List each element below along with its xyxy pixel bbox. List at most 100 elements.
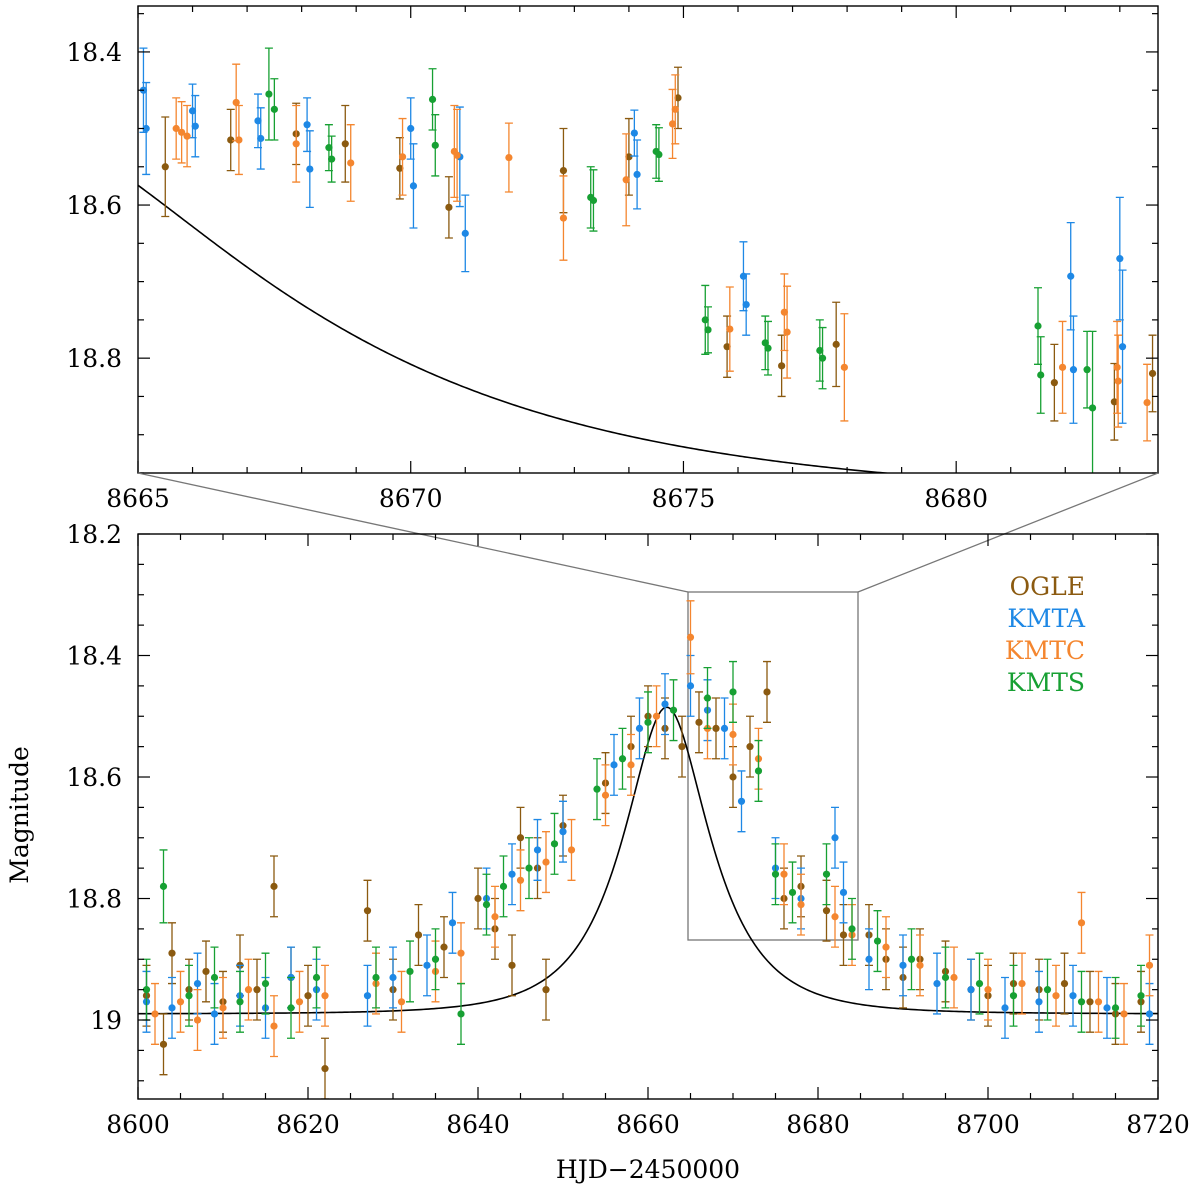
data-point-kmts: [499, 882, 508, 890]
data-point-kmtc: [797, 900, 805, 909]
zoom-model-line: [138, 184, 894, 473]
x-tick-label: 8680: [786, 1110, 850, 1139]
data-point-kmta: [1069, 992, 1077, 1000]
data-point-kmts: [704, 326, 712, 334]
data-point-kmts: [328, 155, 336, 163]
data-point-kmtc: [916, 961, 924, 969]
data-point-kmts: [1088, 404, 1097, 412]
data-point-kmts: [1037, 371, 1045, 379]
data-point-kmtc: [671, 105, 679, 113]
zoom-box: [687, 591, 859, 941]
x-tick-label: 8680: [924, 484, 988, 513]
data-point-kmta: [1001, 1004, 1009, 1012]
data-point-kmtc: [151, 1010, 159, 1018]
data-point-ogle: [1060, 979, 1069, 988]
data-point-kmts: [236, 998, 244, 1006]
data-point-kmta: [1069, 366, 1078, 374]
data-point-kmts: [270, 105, 278, 113]
data-point-ogle: [474, 894, 482, 903]
x-tick-label: 8600: [106, 1110, 170, 1139]
data-point-kmtc: [559, 214, 568, 222]
data-point-kmtc: [726, 325, 734, 333]
data-point-kmtc: [453, 151, 461, 159]
data-point-kmta: [610, 761, 618, 769]
data-point-ogle: [202, 967, 210, 976]
data-point-kmts: [261, 979, 270, 988]
data-point-kmts: [1009, 992, 1018, 1000]
data-point-ogle: [729, 773, 737, 781]
data-point-kmtc: [491, 913, 499, 921]
data-point-ogle: [341, 140, 349, 148]
data-point-kmts: [1137, 992, 1145, 1000]
y-tick-label: 18.6: [66, 763, 122, 792]
zoom-connector-left: [137, 472, 689, 593]
legend-label-kmta: KMTA: [1007, 604, 1086, 633]
data-point-kmts: [822, 870, 831, 878]
data-point-kmta: [191, 122, 199, 130]
data-point-kmtc: [984, 986, 992, 994]
data-point-kmta: [423, 961, 431, 969]
data-point-kmtc: [232, 98, 240, 107]
data-point-kmtc: [398, 153, 407, 161]
data-point-kmtc: [1145, 961, 1154, 969]
data-point-kmts: [941, 973, 950, 982]
data-point-ogle: [414, 931, 423, 939]
data-point-kmtc: [1143, 398, 1151, 407]
data-point-kmta: [933, 979, 941, 988]
x-tick-label: 8640: [446, 1110, 510, 1139]
data-point-kmta: [188, 107, 197, 115]
data-point-ogle: [508, 961, 516, 969]
data-point-kmts: [287, 1004, 295, 1012]
data-point-ogle: [321, 1065, 329, 1073]
y-tick-label: 18.2: [66, 520, 122, 549]
legend: OGLE KMTA KMTC KMTS: [1005, 572, 1086, 697]
data-point-kmts: [818, 354, 827, 362]
data-point-ogle: [363, 907, 372, 915]
data-point-kmtc: [1094, 998, 1103, 1006]
y-tick-label: 18.8: [66, 344, 122, 373]
data-point-kmts: [771, 870, 780, 878]
data-point-kmta: [1035, 998, 1043, 1006]
data-point-ogle: [625, 153, 633, 161]
zoom-panel: 8665 8670 8675 8680 18.4 18.6 18.8: [66, 5, 1159, 513]
data-point-ogle: [832, 340, 840, 348]
data-point-kmta: [508, 870, 516, 878]
data-point-kmtc: [505, 153, 513, 162]
data-point-kmtc: [172, 124, 180, 133]
data-point-ogle: [674, 94, 682, 102]
data-point-ogle: [695, 718, 703, 726]
data-point-kmts: [210, 973, 219, 982]
data-point-kmtc: [652, 712, 661, 720]
y-tick-label: 18.4: [66, 642, 122, 671]
data-point-kmts: [701, 316, 709, 324]
y-tick-label: 18.8: [66, 885, 122, 914]
data-point-kmtc: [193, 1016, 202, 1024]
data-point-kmtc: [627, 761, 635, 769]
main-series-ogle: [142, 660, 1145, 1099]
y-tick-label: 18.4: [66, 38, 122, 67]
data-point-kmts: [788, 888, 797, 897]
data-point-kmts: [669, 706, 678, 714]
data-point-kmts: [764, 344, 772, 352]
data-point-kmtc: [219, 1004, 227, 1012]
data-point-kmts: [703, 694, 712, 702]
data-point-kmts: [1043, 986, 1052, 994]
data-point-kmtc: [183, 132, 191, 140]
data-point-kmts: [550, 840, 559, 848]
x-tick-label: 8665: [106, 484, 170, 513]
zoom-data-points: [139, 47, 1157, 473]
data-point-kmtc: [783, 328, 791, 336]
data-point-kmts: [185, 992, 193, 1000]
zoom-series-kmts: [264, 47, 1097, 473]
data-point-kmts: [589, 196, 598, 205]
data-point-kmta: [407, 124, 415, 133]
data-point-kmtc: [780, 308, 788, 316]
data-point-kmta: [686, 682, 695, 690]
data-point-ogle: [227, 136, 235, 144]
data-point-kmta: [1103, 1004, 1111, 1012]
data-point-ogle: [839, 931, 848, 939]
data-point-kmts: [1034, 322, 1042, 330]
data-point-kmts: [593, 785, 601, 793]
data-point-kmtc: [1058, 363, 1067, 371]
data-point-ogle: [253, 986, 261, 994]
